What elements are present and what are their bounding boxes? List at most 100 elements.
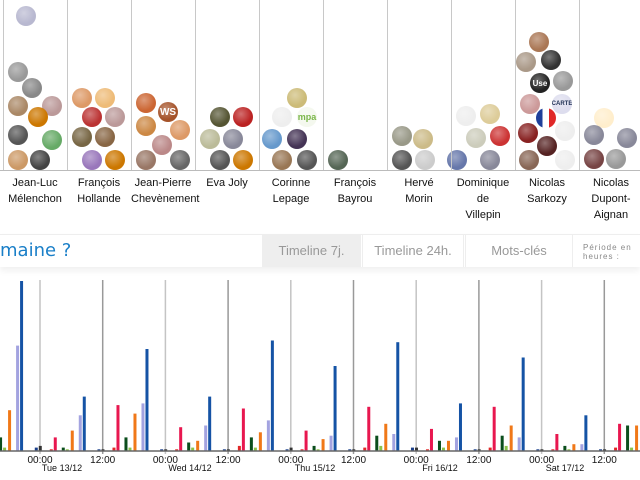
tab-timeline-7j[interactable]: Timeline 7j. [262,235,361,267]
avatar[interactable] [262,129,282,149]
avatar[interactable] [8,125,28,145]
avatar[interactable] [28,107,48,127]
avatar[interactable] [555,121,575,141]
bar [0,437,3,451]
x-tick-label: 00:00 [404,455,429,466]
avatar[interactable] [72,127,92,147]
bar [128,447,132,451]
avatar[interactable] [456,106,476,126]
avatar[interactable] [42,96,62,116]
avatar[interactable] [536,108,556,128]
avatar[interactable] [415,150,435,170]
candidate-name[interactable]: François Bayrou [323,175,387,207]
avatar[interactable] [328,150,348,170]
candidate-name[interactable]: Jean-Luc Mélenchon [3,175,67,207]
avatar[interactable] [518,123,538,143]
candidate-name[interactable]: Corinne Lepage [259,175,323,207]
bar [630,447,634,451]
candidate-name[interactable]: Hervé Morin [387,175,451,207]
avatar[interactable] [136,93,156,113]
x-tick-label: 00:00 [153,455,178,466]
avatar[interactable] [287,88,307,108]
avatar[interactable] [584,125,604,145]
avatar[interactable] [8,62,28,82]
avatar[interactable]: Use [530,73,550,93]
avatar[interactable] [82,107,102,127]
avatar[interactable]: CARTE [552,94,572,114]
avatar[interactable] [233,107,253,127]
avatar[interactable] [553,71,573,91]
avatar[interactable] [529,32,549,52]
candidate-name[interactable]: Eva Joly [195,175,259,191]
avatar[interactable] [30,150,50,170]
avatar[interactable] [105,150,125,170]
avatar[interactable] [519,150,539,170]
avatar[interactable] [287,129,307,149]
avatar[interactable] [490,126,510,146]
candidate-name[interactable]: Dominique de Villepin [451,175,515,223]
bar [258,432,262,451]
avatar[interactable] [617,128,637,148]
avatar[interactable] [537,136,557,156]
tab-timeline-24h[interactable]: Timeline 24h. [362,235,464,267]
candidate-name[interactable]: Nicolas Dupont- Aignan [579,175,640,223]
candidate-name[interactable]: Jean-Pierre Chevènement [131,175,200,207]
bar [504,445,508,451]
bar [20,281,24,451]
bar [8,410,12,451]
avatar[interactable] [413,129,433,149]
avatar[interactable]: WS [158,102,178,122]
avatar[interactable] [152,135,172,155]
avatar[interactable] [8,150,28,170]
avatar[interactable] [392,126,412,146]
avatar[interactable] [136,116,156,136]
avatar[interactable] [170,120,190,140]
avatar[interactable] [272,150,292,170]
candidate-name-line: Bayrou [337,193,373,205]
bar [270,340,274,451]
avatar[interactable] [392,150,412,170]
avatar[interactable] [223,129,243,149]
avatar[interactable] [210,150,230,170]
avatar[interactable] [480,104,500,124]
bar [266,420,270,451]
avatar[interactable] [541,50,561,70]
avatar[interactable] [136,150,156,170]
candidate-name-line: Aignan [593,209,629,221]
bar [196,440,200,451]
bar [38,445,42,451]
avatar[interactable] [272,107,292,127]
avatar[interactable] [555,150,575,170]
avatar[interactable] [297,150,317,170]
avatar[interactable] [520,94,540,114]
candidate-name[interactable]: Nicolas Sarkozy [515,175,579,207]
avatar[interactable] [42,130,62,150]
avatar[interactable] [480,150,500,170]
column-divider [451,0,452,170]
avatar[interactable]: mpa [297,107,317,127]
candidate-name-line: Hollande [77,193,121,205]
column-divider [195,0,196,170]
avatar[interactable] [606,149,626,169]
bar [316,449,320,451]
avatar[interactable] [447,150,467,170]
avatar[interactable] [594,108,614,128]
avatar[interactable] [72,88,92,108]
candidate-name[interactable]: François Hollande [67,175,131,207]
avatar[interactable] [466,128,486,148]
avatar[interactable] [170,150,190,170]
avatar[interactable] [95,88,115,108]
tab-mots-cles[interactable]: Mots-clés [465,235,573,267]
avatar[interactable] [516,52,536,72]
avatar[interactable] [105,107,125,127]
avatar[interactable] [584,149,604,169]
avatar[interactable] [8,96,28,116]
avatar[interactable] [233,150,253,170]
avatar[interactable] [200,129,220,149]
avatar[interactable] [210,107,230,127]
bar [392,434,396,451]
avatar[interactable] [82,150,102,170]
avatar[interactable] [22,78,42,98]
avatar[interactable] [95,127,115,147]
avatar[interactable] [16,6,36,26]
